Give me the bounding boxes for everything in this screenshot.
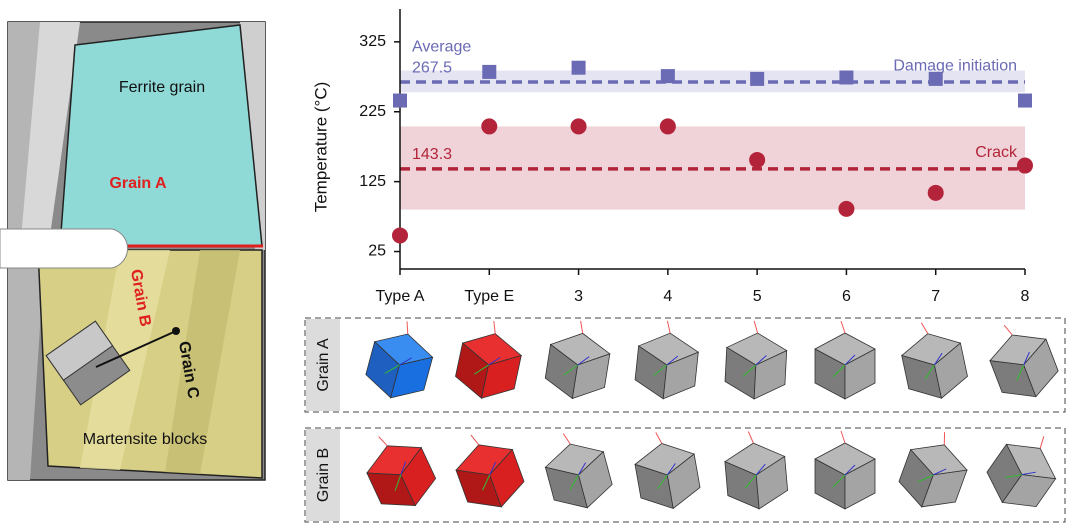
cube-axis <box>491 321 497 334</box>
y-tick-label: 25 <box>368 243 386 260</box>
y-tick-label: 225 <box>359 103 386 120</box>
notch <box>0 229 128 268</box>
x-tick-label: 7 <box>931 288 940 305</box>
cube-axis <box>379 435 388 448</box>
pointer-dot <box>172 327 180 335</box>
cube-axis <box>748 431 753 443</box>
ferrite-grain <box>60 25 262 246</box>
grain-a-label: Grain A <box>109 175 167 192</box>
cube-axis <box>579 321 585 333</box>
marker-square <box>1018 94 1032 108</box>
cube-axis <box>656 432 662 445</box>
marker-square <box>839 70 853 84</box>
marker-circle <box>749 152 765 168</box>
cube-axis <box>1004 324 1012 337</box>
marker-square <box>750 72 764 86</box>
cube <box>815 321 875 399</box>
legend-label: Damage initiation <box>893 57 1017 74</box>
cube <box>633 318 701 402</box>
x-tick-label: 8 <box>1021 288 1030 305</box>
orientation-rows: Grain A Grain B <box>305 313 1068 522</box>
cube-axis <box>754 321 759 333</box>
x-tick-label: 4 <box>663 288 672 305</box>
y-tick-label: 125 <box>359 173 386 190</box>
marker-square <box>572 61 586 75</box>
cube-axis <box>666 321 671 333</box>
cube <box>980 313 1064 407</box>
mean-label: 267.5 <box>412 59 452 76</box>
martensite-label: Martensite blocks <box>83 431 208 448</box>
x-tick-label: 6 <box>842 288 851 305</box>
y-axis-label: Temperature (°C) <box>311 82 330 213</box>
cube <box>722 429 789 512</box>
marker-square <box>661 69 675 83</box>
cube-axis <box>1037 436 1047 448</box>
cube-axis <box>941 432 949 445</box>
row-label: Grain A <box>315 338 332 392</box>
cube-axis <box>841 431 845 443</box>
cube <box>355 422 442 518</box>
cube <box>543 317 614 403</box>
cube <box>446 423 529 517</box>
marker-square <box>482 65 496 79</box>
cube <box>724 319 788 400</box>
marker-circle <box>838 201 854 217</box>
marker-square <box>393 94 407 108</box>
page: Ferrite grain Grain A Grain B Grain C Ma… <box>0 0 1068 525</box>
cube-axis <box>563 432 570 445</box>
legend-label: Crack <box>975 144 1018 161</box>
x-tick-label: 3 <box>574 288 583 305</box>
cube <box>538 425 616 516</box>
marker-square <box>929 72 943 86</box>
cube-axis <box>404 321 411 334</box>
micrograph-panel: Ferrite grain Grain A Grain B Grain C Ma… <box>0 22 265 480</box>
cube <box>630 426 703 513</box>
cube <box>893 423 976 517</box>
mean-label: 143.3 <box>412 146 452 163</box>
cube <box>362 315 440 406</box>
cube <box>896 316 971 405</box>
annotation: Average <box>412 38 471 55</box>
marker-circle <box>571 118 587 134</box>
marker-circle <box>928 185 944 201</box>
figure: Ferrite grain Grain A Grain B Grain C Ma… <box>0 0 1068 525</box>
x-tick-label: Type E <box>464 288 514 305</box>
cube <box>978 421 1068 519</box>
y-tick-label: 325 <box>359 33 386 50</box>
x-tick-label: 5 <box>753 288 762 305</box>
x-tick-label: Type A <box>376 288 425 305</box>
marker-circle <box>1017 158 1033 174</box>
marker-circle <box>660 118 676 134</box>
marker-circle <box>481 118 497 134</box>
cube-axis <box>471 434 479 447</box>
cube-axis <box>921 322 927 335</box>
cube <box>452 316 527 405</box>
ferrite-label: Ferrite grain <box>119 79 205 96</box>
cube <box>815 431 875 509</box>
cube-axis <box>841 321 845 333</box>
row-label: Grain B <box>315 448 332 502</box>
marker-circle <box>392 227 408 243</box>
chart: 267.5 Damage initiation 143.3 Crack Average 2… <box>311 9 1033 305</box>
